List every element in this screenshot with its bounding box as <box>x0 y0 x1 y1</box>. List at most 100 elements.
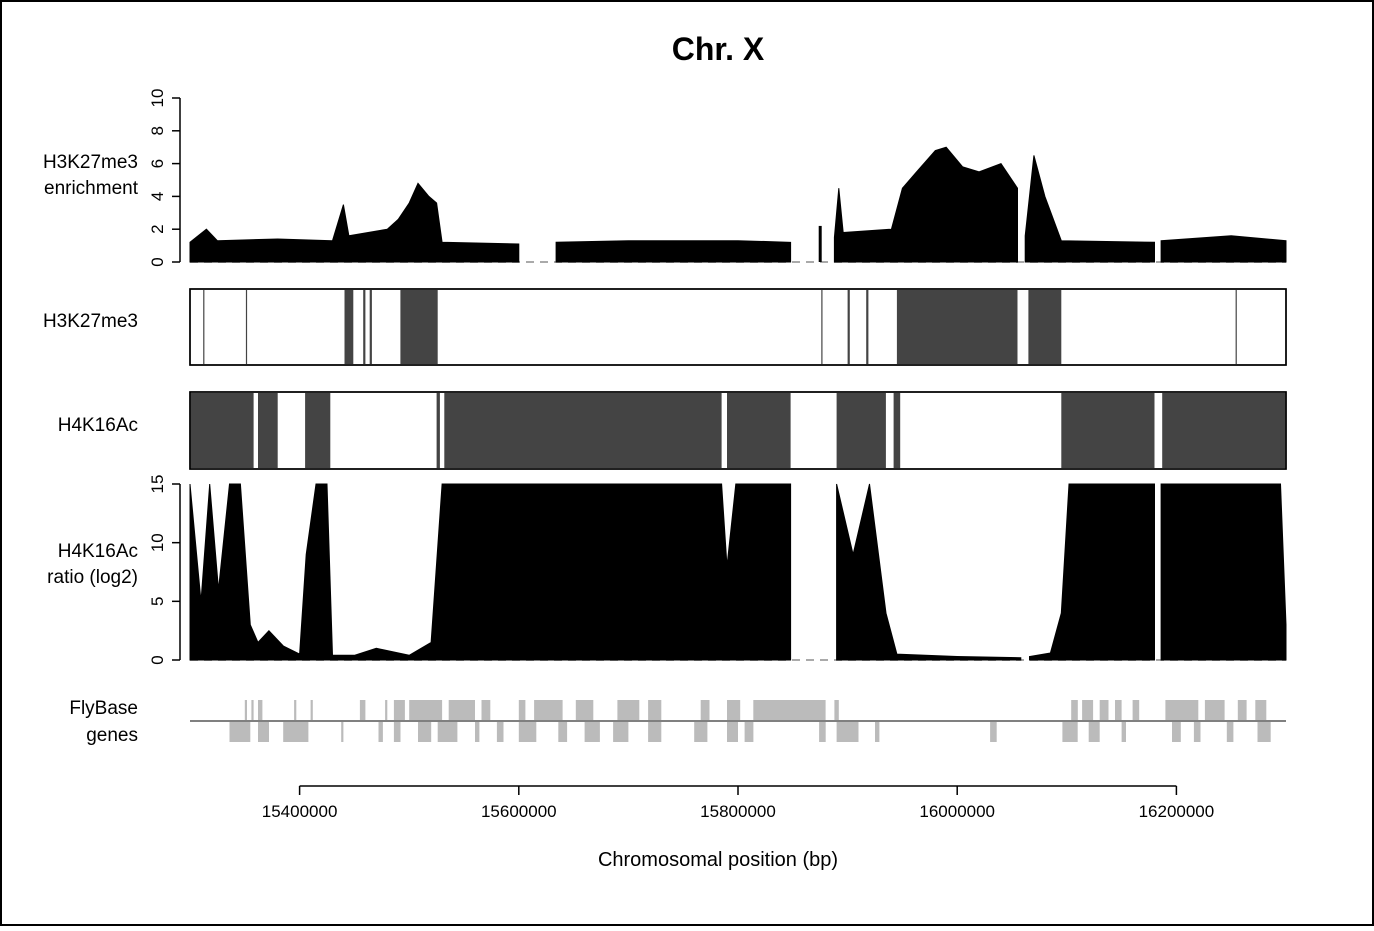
x-axis-label: Chromosomal position (bp) <box>598 849 838 871</box>
h3k27me3-enrichment-signal-area <box>833 146 1018 263</box>
gene-minus-strand <box>1088 722 1100 742</box>
h3k27me3-segments-segment <box>400 290 438 364</box>
gene-minus-strand <box>341 722 344 742</box>
gene-plus-strand <box>1132 700 1140 720</box>
h4k16ac-segments-segment <box>1061 393 1155 468</box>
x-tick-label: 15600000 <box>481 802 557 821</box>
x-axis: 15400000 15600000 15800000 16000000 16200000 <box>262 785 1215 821</box>
gene-plus-strand <box>310 700 313 720</box>
gene-plus-strand <box>700 700 710 720</box>
gene-minus-strand <box>613 722 629 742</box>
h4k16ac-ratio-y-tick-label: 15 <box>148 475 167 494</box>
x-tick-label: 15800000 <box>700 802 776 821</box>
h3k27me3-segments-segment <box>896 290 1018 364</box>
x-tick-label: 16000000 <box>919 802 995 821</box>
h4k16ac-ratio-signal-area <box>1160 483 1287 661</box>
h3k27me3-segments-segment <box>245 290 248 364</box>
gene-plus-strand <box>648 700 662 720</box>
gene-plus-strand <box>1237 700 1247 720</box>
gene-plus-strand <box>385 700 388 720</box>
h3k27me3-enrichment-signal-area <box>1160 235 1287 263</box>
gene-plus-strand <box>834 700 839 720</box>
h3k27me3-enrichment-y-tick-label: 8 <box>148 126 167 135</box>
h4k16ac-ratio-y-tick-label: 10 <box>148 533 167 552</box>
gene-minus-strand <box>1172 722 1181 742</box>
h4k16ac-segments-segment <box>727 393 791 468</box>
h4k16ac-segments-border <box>189 391 1287 470</box>
h4k16ac-ratio-signal-area <box>189 483 792 661</box>
gene-plus-strand <box>448 700 475 720</box>
gene-minus-strand <box>648 722 662 742</box>
x-tick-label: 16200000 <box>1139 802 1215 821</box>
flybase-genes-label-line: genes <box>86 725 138 746</box>
gene-minus-strand <box>819 722 826 742</box>
h3k27me3-segments-border <box>189 288 1287 366</box>
flybase-genes-panel: FlyBase genes <box>69 698 1286 746</box>
gene-minus-strand <box>990 722 997 742</box>
gene-plus-strand <box>1071 700 1078 720</box>
gene-plus-strand <box>1165 700 1199 720</box>
gene-minus-strand <box>1226 722 1234 742</box>
h3k27me3-enrichment-signal-area <box>555 240 792 263</box>
h3k27me3-enrichment-y-tick-label: 2 <box>148 224 167 233</box>
h3k27me3-segments-panel: H3K27me3 <box>43 288 1287 366</box>
h4k16ac-segments-segment <box>305 393 331 468</box>
h3k27me3-enrichment-y-tick-label: 10 <box>148 89 167 108</box>
gene-plus-strand <box>258 700 263 720</box>
h4k16ac-segments-segment <box>444 393 722 468</box>
flybase-genes-label-line: FlyBase <box>69 698 138 719</box>
h3k27me3-enrichment-signal-area <box>1024 155 1155 263</box>
h3k27me3-segments-segment <box>1028 290 1062 364</box>
h4k16ac-segments-segment <box>1162 393 1286 468</box>
h3k27me3-segments-segment <box>203 290 205 364</box>
h4k16ac-ratio-signal-area <box>836 483 1022 661</box>
gene-minus-strand <box>437 722 458 742</box>
gene-plus-strand <box>1204 700 1225 720</box>
h4k16ac-segments-segment <box>190 393 254 468</box>
gene-plus-strand <box>244 700 247 720</box>
gene-minus-strand <box>229 722 251 742</box>
x-tick-label: 15400000 <box>262 802 338 821</box>
gene-minus-strand <box>584 722 600 742</box>
h3k27me3-segments-segment <box>369 290 372 364</box>
h3k27me3-enrichment-panel: H3K27me3 enrichment 0 2 4 6 8 10 <box>43 89 1287 267</box>
gene-minus-strand <box>518 722 537 742</box>
h4k16ac-ratio-y-tick-label: 0 <box>148 655 167 664</box>
gene-plus-strand <box>534 700 563 720</box>
h4k16ac-ratio-y-tick-label: 5 <box>148 597 167 606</box>
gene-minus-strand <box>1193 722 1201 742</box>
gene-minus-strand <box>727 722 738 742</box>
h4k16ac-segments-label-line: H4K16Ac <box>58 415 138 436</box>
gene-minus-strand <box>1062 722 1078 742</box>
h3k27me3-segments-segment <box>821 290 823 364</box>
gene-plus-strand <box>575 700 594 720</box>
h4k16ac-ratio-label-line: H4K16Ac <box>58 541 138 562</box>
gene-minus-strand <box>283 722 309 742</box>
h3k27me3-enrichment-y-tick-label: 0 <box>148 257 167 266</box>
h4k16ac-ratio-panel: H4K16Ac ratio (log2) 0 5 10 15 <box>47 475 1287 665</box>
h4k16ac-ratio-y-axis: 0 5 10 15 <box>148 475 181 665</box>
gene-plus-strand <box>1115 700 1122 720</box>
h3k27me3-enrichment-y-tick-label: 6 <box>148 159 167 168</box>
gene-minus-strand <box>418 722 432 742</box>
gene-minus-strand <box>475 722 480 742</box>
gene-plus-strand <box>251 700 254 720</box>
h3k27me3-segments-segment <box>344 290 354 364</box>
h3k27me3-enrichment-y-tick-label: 4 <box>148 192 167 201</box>
gene-plus-strand <box>359 700 366 720</box>
h3k27me3-enrichment-y-axis: 0 2 4 6 8 10 <box>148 89 181 267</box>
h3k27me3-enrichment-label-line: enrichment <box>44 178 139 199</box>
chart-title: Chr. X <box>672 31 765 67</box>
h4k16ac-segments-segment <box>893 393 901 468</box>
h3k27me3-segments-segment <box>847 290 850 364</box>
h3k27me3-enrichment-signal-area <box>189 182 520 263</box>
gene-minus-strand <box>875 722 880 742</box>
gene-plus-strand <box>1099 700 1109 720</box>
h3k27me3-segments-frame <box>189 288 1287 366</box>
h4k16ac-segments-segment <box>436 393 440 468</box>
h3k27me3-segments-segment <box>1235 290 1237 364</box>
gene-minus-strand <box>1121 722 1126 742</box>
h3k27me3-enrichment-label-line: H3K27me3 <box>43 152 138 173</box>
